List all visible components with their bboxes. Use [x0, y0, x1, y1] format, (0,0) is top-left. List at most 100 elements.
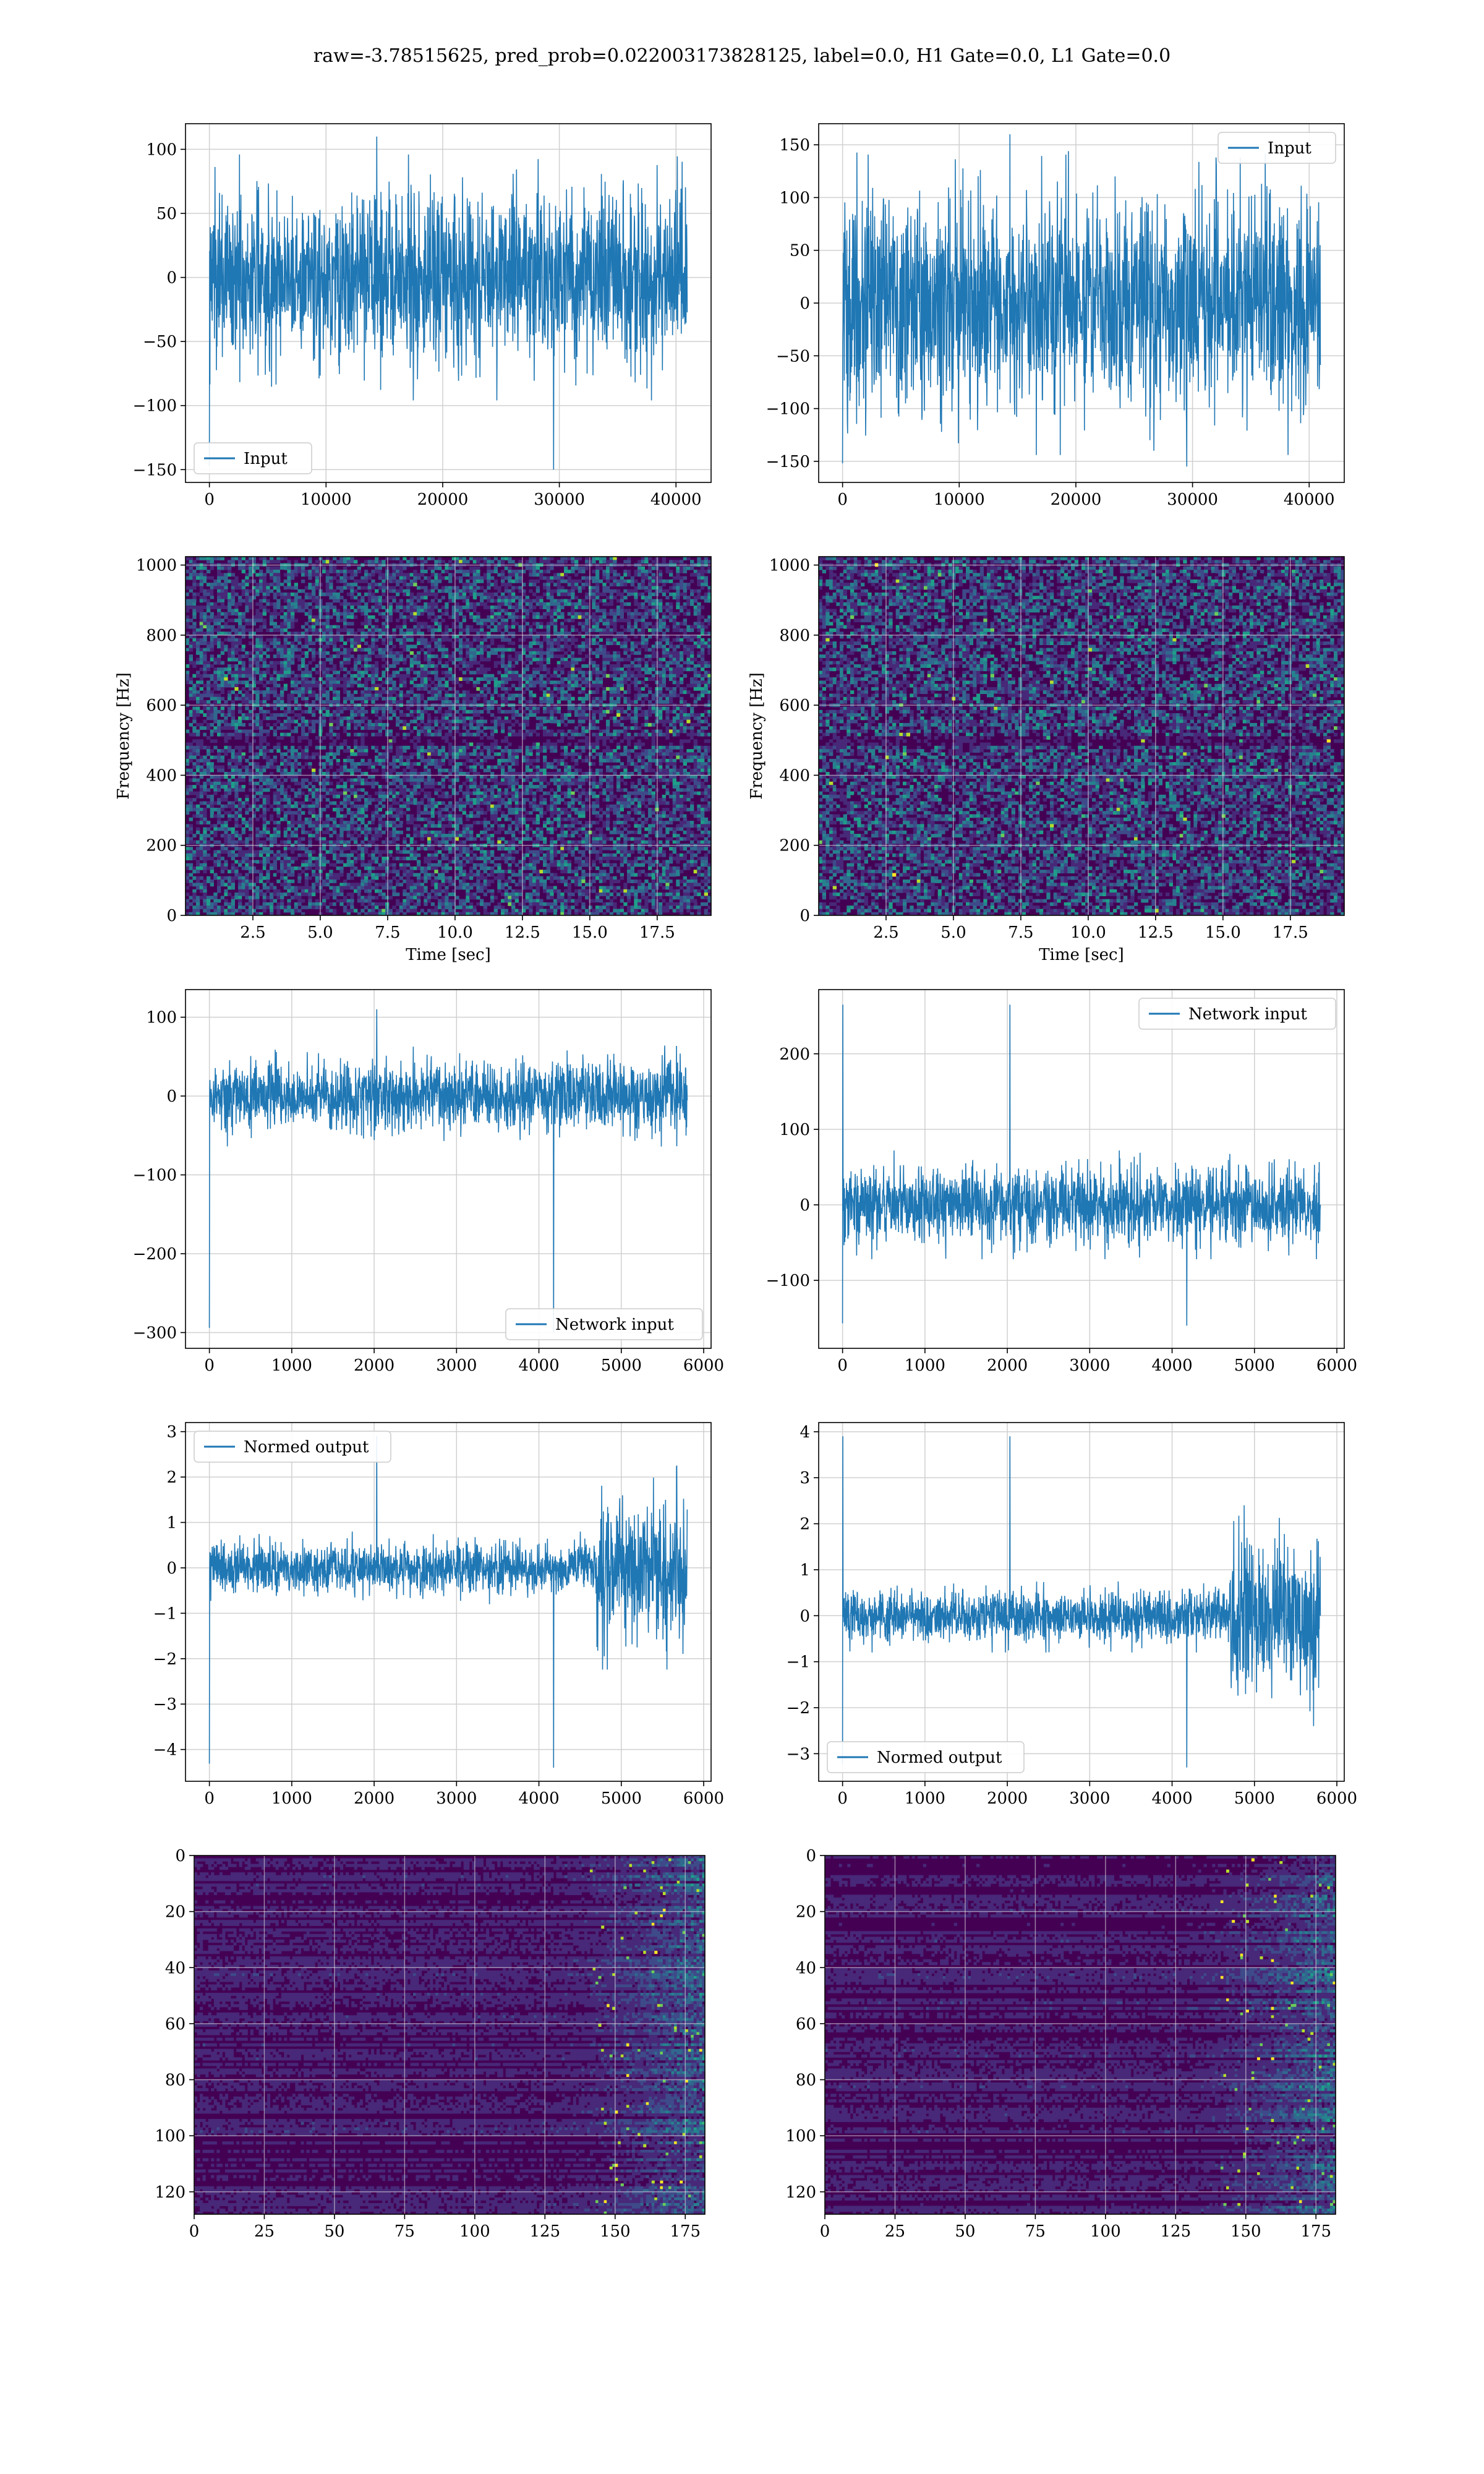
- normed_output_l1-xtick-label-1: 1000: [905, 1789, 945, 1808]
- network_input_l1-plot-area: [819, 990, 1344, 1348]
- spec_l1-ytick-label-5: 1000: [769, 557, 810, 575]
- input_h1-xtick-label-4: 40000: [650, 490, 702, 509]
- normed_output_l1-xtick-label-5: 5000: [1234, 1789, 1275, 1808]
- feature_map_h1-ytick-label-1: 20: [165, 1903, 186, 1922]
- input_h1-ytick-label-1: −100: [133, 397, 177, 416]
- input_l1-ytick-label-0: −150: [766, 453, 810, 471]
- input_h1-xtick-label-0: 0: [204, 490, 215, 509]
- feature_map_h1-ytick-label-3: 60: [165, 2015, 186, 2034]
- input_h1-ytick-label-0: −150: [133, 461, 177, 479]
- network_input_l1-legend-label: Network input: [1188, 1005, 1307, 1024]
- spec_l1-xtick-label-0: 2.5: [873, 923, 898, 942]
- network_input_h1-legend: Network input: [505, 1308, 703, 1340]
- spec_h1-ytick-label-1: 200: [146, 837, 177, 855]
- network_input_h1-ytick-label-3: 0: [166, 1087, 177, 1106]
- network_input_l1-xtick-label-2: 2000: [987, 1356, 1028, 1375]
- input_h1-series-line: [208, 136, 688, 470]
- network_input_h1-ytick-label-2: −100: [133, 1166, 177, 1185]
- normed_output_h1-xtick-label-0: 0: [204, 1789, 215, 1808]
- spec_h1-xtick-label-3: 10.0: [437, 923, 473, 942]
- spec_l1-ytick-label-4: 800: [779, 627, 810, 645]
- input_l1-ytick-label-1: −100: [766, 400, 810, 419]
- normed_output_l1-xtick-label-0: 0: [837, 1789, 848, 1808]
- normed_output_l1-legend: Normed output: [827, 1741, 1025, 1773]
- feature_map_h1-axes: 0 25 50 75 100 125 150 175 0 20 40 60 80 100 120: [155, 1847, 706, 2241]
- feature_map_l1-ytick-label-4: 80: [796, 2071, 816, 2090]
- normed_output_l1-ytick-label-7: 4: [800, 1423, 810, 1442]
- feature_map_l1-xtick-label-7: 175: [1300, 2222, 1331, 2241]
- network_input_l1-grid: [819, 990, 1344, 1348]
- network_input_h1-series-line: [208, 1009, 688, 1333]
- spec_h1-ytick-label-3: 600: [146, 696, 177, 715]
- spec_h1-ytick-label-2: 400: [146, 766, 177, 785]
- feature_map_h1-ytick-label-4: 80: [165, 2071, 186, 2090]
- network_input_l1-axes: 0 1000 2000 3000 4000 5000 6000 −100 0 100 200 Netw…: [766, 989, 1357, 1375]
- feature_map_l1-xtick-label-5: 125: [1160, 2222, 1191, 2241]
- normed_output_h1-ytick-label-4: 0: [166, 1559, 177, 1578]
- feature_map_l1-ytick-label-1: 20: [796, 1903, 816, 1922]
- network_input_l1-xtick-label-4: 4000: [1151, 1356, 1192, 1375]
- normed_output_h1-plot-area: [186, 1423, 711, 1781]
- feature_map_l1-xtick-label-6: 150: [1230, 2222, 1261, 2241]
- normed_output_l1-frame: [818, 1422, 1345, 1782]
- input_h1-axes: 0 10000 20000 30000 40000 −150 −100 −50 0 50 100 In…: [133, 123, 712, 509]
- normed_output_h1-frame: [185, 1422, 712, 1782]
- feature_map_h1-xtick-label-7: 175: [670, 2222, 701, 2241]
- feature_map_h1-xtick-label-1: 25: [254, 2222, 275, 2241]
- spec_l1-xtick-label-6: 17.5: [1273, 923, 1308, 942]
- feature_map_l1-plot-area: [825, 1856, 1336, 2214]
- network_input_l1-ytick-label-3: 200: [779, 1045, 810, 1064]
- spec_l1-xlabel: Time [sec]: [1039, 946, 1124, 964]
- input_l1-series-line: [842, 134, 1321, 467]
- input_l1-ytick-label-2: −50: [776, 347, 810, 366]
- feature_map_h1-ytick-label-6: 120: [155, 2183, 186, 2202]
- feature_map_h1-xtick-label-6: 150: [600, 2222, 631, 2241]
- spec_h1-ytick-label-0: 0: [166, 907, 177, 925]
- network_input_h1-ytick-label-1: −200: [133, 1245, 177, 1264]
- network_input_h1-xtick-label-6: 6000: [683, 1356, 724, 1375]
- network_input_l1-xtick-label-0: 0: [837, 1356, 848, 1375]
- normed_output_h1-series-line: [208, 1436, 688, 1768]
- input_l1-legend-label: Input: [1268, 139, 1311, 158]
- input_h1-legend-label: Input: [244, 450, 288, 468]
- feature_map_h1-ytick-label-2: 40: [165, 1959, 186, 1977]
- network_input_h1-legend-label: Network input: [555, 1316, 674, 1334]
- network_input_h1-xtick-label-2: 2000: [354, 1356, 394, 1375]
- network_input_l1-frame: [818, 989, 1345, 1349]
- spec_h1-axes: 2.5 5.0 7.5 10.0 12.5 15.0 17.5 0 200 400 600 800 10…: [114, 556, 712, 964]
- spec_h1-ylabel: Frequency [Hz]: [114, 672, 133, 800]
- feature_map_h1-ytick-label-0: 0: [175, 1847, 186, 1865]
- normed_output_h1-xtick-label-4: 4000: [518, 1789, 559, 1808]
- feature_map_h1-xtick-label-5: 125: [529, 2222, 560, 2241]
- feature_map_h1-plot-area: [194, 1856, 705, 2214]
- normed_output_h1-ytick-label-0: −4: [153, 1741, 177, 1760]
- feature_map_l1-xtick-label-2: 50: [955, 2222, 975, 2241]
- normed_output_h1-axes: 0 1000 2000 3000 4000 5000 6000 −4 −3 −2 −1 0 1 2 3 Nor…: [153, 1422, 724, 1808]
- normed_output_l1-plot-area: [819, 1423, 1344, 1781]
- spec_h1-ytick-label-5: 1000: [136, 557, 177, 575]
- feature_map_l1-ytick-label-2: 40: [796, 1959, 816, 1977]
- input_l1-xtick-label-1: 10000: [934, 490, 985, 509]
- network_input_h1-axes: 0 1000 2000 3000 4000 5000 6000 −300 −200 −100 0 10…: [133, 989, 724, 1375]
- network_input_l1-ytick-label-2: 100: [779, 1121, 810, 1139]
- network_input_l1-xtick-label-5: 5000: [1234, 1356, 1275, 1375]
- input_h1-legend: Input: [194, 442, 312, 474]
- feature_map_l1-xtick-label-3: 75: [1025, 2222, 1046, 2241]
- normed_output_l1-ytick-label-4: 1: [800, 1561, 810, 1580]
- input_h1-xtick-label-2: 20000: [417, 490, 469, 509]
- input_l1-ytick-label-3: 0: [800, 294, 810, 313]
- normed_output_l1-xtick-label-6: 6000: [1316, 1789, 1357, 1808]
- normed_output_h1-ytick-label-2: −2: [153, 1650, 177, 1669]
- spec_l1-grid: [819, 557, 1344, 915]
- feature_map_l1-frame: [824, 1855, 1336, 2215]
- spec_l1-axes: 2.5 5.0 7.5 10.0 12.5 15.0 17.5 0 200 400 600 800 10…: [748, 556, 1345, 964]
- normed_output_h1-ytick-label-1: −3: [153, 1695, 177, 1714]
- input_l1-ytick-label-4: 50: [790, 242, 810, 260]
- input_h1-ytick-label-5: 100: [146, 140, 177, 159]
- spec_h1-grid: [186, 557, 711, 915]
- network_input_h1-frame: [185, 989, 712, 1349]
- normed_output_l1-xtick-label-2: 2000: [987, 1789, 1028, 1808]
- spec_h1-xtick-label-2: 7.5: [375, 923, 400, 942]
- normed_output_h1-xtick-label-5: 5000: [601, 1789, 642, 1808]
